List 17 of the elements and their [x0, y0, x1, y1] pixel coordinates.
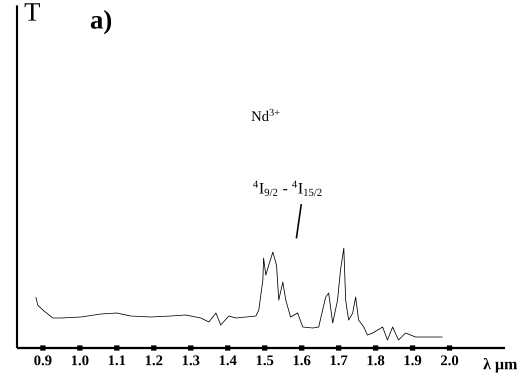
x-tick-label: 1.1 [108, 355, 126, 366]
x-tick-label: 1.7 [330, 355, 348, 366]
x-tick-label: 1.4 [220, 355, 237, 366]
x-tick-label: 1.6 [294, 355, 310, 366]
text: $^{4}$I$_{9/2}$ - $^{4}$I$_{15/2}$ [253, 180, 322, 196]
x-tick-label: 0.9 [34, 355, 52, 366]
x-tick-label: 1.5 [256, 355, 274, 366]
text: T [24, 3, 40, 21]
x-tick-label: 1.3 [182, 355, 200, 366]
x-tick-label: 1.0 [72, 355, 88, 366]
x-tick-label: 1.9 [404, 355, 422, 366]
x-tick-label: 2.0 [440, 355, 458, 366]
x-tick-label: 1.2 [146, 355, 162, 366]
x-tick-label: 1.8 [368, 355, 384, 366]
x-axis-title: λ μm [483, 358, 518, 373]
chart-title: a) [90, 10, 112, 34]
text: Nd$^{3+}$ [252, 108, 280, 122]
